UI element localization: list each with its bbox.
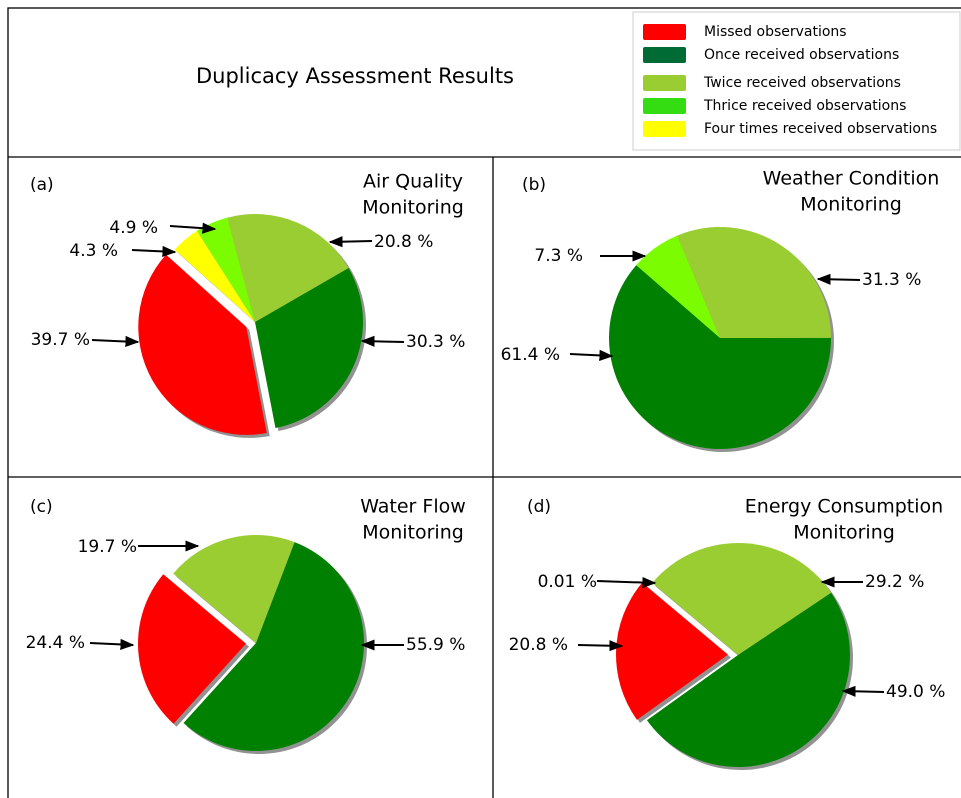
chart-title: Monitoring bbox=[362, 197, 464, 219]
value-label: 39.7 % bbox=[31, 330, 90, 350]
value-label: 7.3 % bbox=[534, 246, 583, 266]
legend-label: Missed observations bbox=[704, 24, 847, 40]
value-label: 20.8 % bbox=[374, 232, 433, 252]
legend-swatch bbox=[643, 121, 686, 137]
slice bbox=[174, 230, 255, 322]
chart-title: Monitoring bbox=[362, 522, 464, 544]
slice-shadow bbox=[655, 585, 741, 658]
value-label: 55.9 % bbox=[406, 635, 465, 655]
value-label: 4.3 % bbox=[69, 241, 118, 261]
chart-title: Air Quality bbox=[363, 171, 463, 193]
slice bbox=[173, 535, 295, 643]
chart-title: Energy Consumption bbox=[745, 496, 943, 518]
value-label: 0.01 % bbox=[538, 572, 597, 592]
legend-label: Four times received observations bbox=[704, 121, 937, 137]
legend-label: Once received observations bbox=[704, 47, 899, 63]
legend-label: Thrice received observations bbox=[703, 98, 906, 114]
slice bbox=[636, 235, 720, 338]
value-label: 29.2 % bbox=[865, 572, 924, 592]
chart-title: Monitoring bbox=[793, 522, 895, 544]
value-label: 19.7 % bbox=[78, 537, 137, 557]
slice bbox=[652, 543, 832, 655]
slice bbox=[183, 542, 365, 752]
chart-title: Monitoring bbox=[800, 194, 902, 216]
panel-label: (d) bbox=[527, 497, 551, 517]
figure-title: Duplicacy Assessment Results bbox=[196, 64, 514, 88]
slice bbox=[652, 582, 738, 655]
frame bbox=[7, 7, 961, 798]
legend-swatch bbox=[643, 75, 686, 91]
slice bbox=[196, 217, 255, 322]
value-label: 49.0 % bbox=[886, 682, 945, 702]
legend-swatch bbox=[643, 24, 686, 40]
panel-label: (c) bbox=[30, 497, 53, 517]
legend-label: Twice received observations bbox=[703, 75, 901, 91]
label-arrow bbox=[131, 245, 177, 258]
label-arrow bbox=[169, 222, 217, 234]
chart-title: Weather Condition bbox=[763, 168, 940, 190]
label-arrow bbox=[577, 640, 624, 652]
slice bbox=[616, 582, 729, 720]
label-arrow bbox=[89, 638, 135, 651]
label-arrow bbox=[569, 349, 614, 361]
slice bbox=[677, 226, 831, 338]
slice bbox=[646, 592, 851, 768]
value-label: 61.4 % bbox=[501, 345, 560, 365]
slice bbox=[138, 574, 247, 724]
value-label: 31.3 % bbox=[862, 270, 921, 290]
label-arrow bbox=[816, 273, 861, 285]
legend-swatch bbox=[643, 98, 686, 114]
value-label: 24.4 % bbox=[26, 633, 85, 653]
legend-swatch bbox=[643, 47, 686, 63]
value-label: 4.9 % bbox=[109, 218, 158, 238]
label-arrow bbox=[841, 685, 885, 697]
chart-title: Water Flow bbox=[360, 496, 466, 518]
value-label: 20.8 % bbox=[509, 635, 568, 655]
legend-box bbox=[632, 11, 961, 151]
panel-label: (a) bbox=[30, 175, 54, 195]
slice bbox=[227, 214, 349, 322]
label-arrow bbox=[328, 236, 373, 248]
label-arrow bbox=[360, 335, 405, 347]
panel-label: (b) bbox=[522, 175, 546, 195]
slice bbox=[138, 254, 267, 435]
value-label: 30.3 % bbox=[406, 332, 465, 352]
slice bbox=[255, 268, 363, 429]
label-arrow bbox=[596, 576, 657, 589]
label-arrow bbox=[91, 335, 140, 348]
slice bbox=[609, 265, 832, 450]
